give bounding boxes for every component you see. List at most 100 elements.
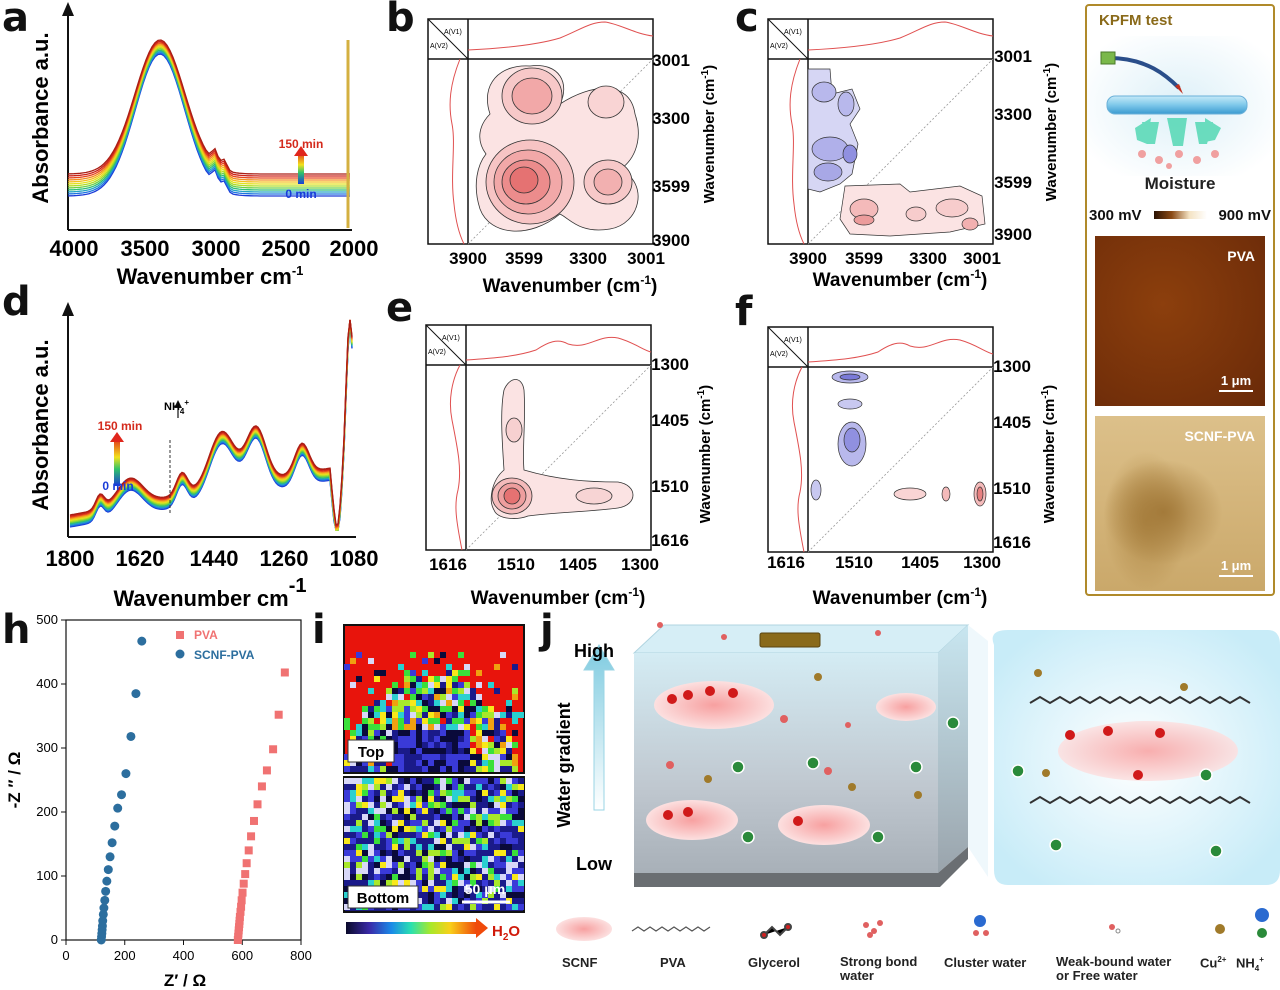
scnf-pva-point — [99, 903, 109, 913]
i-top-pixel — [398, 730, 404, 736]
i-bottom-pixel — [446, 778, 452, 784]
kpfm-image-pva-label: PVA — [1227, 248, 1255, 264]
kpfm-schematic — [1087, 36, 1273, 176]
i-bottom-pixel — [482, 814, 488, 820]
i-bottom-pixel — [368, 802, 374, 808]
i-top-pixel — [416, 736, 422, 742]
i-bottom-pixel — [404, 820, 410, 826]
i-bottom-pixel — [386, 814, 392, 820]
i-bottom-pixel — [398, 814, 404, 820]
zoom-negative-charges — [1065, 726, 1165, 780]
panel-f-xticks: 1616 1510 1405 1300 — [767, 553, 1001, 572]
i-bottom-pixel — [464, 838, 470, 844]
legend-marker-scnf — [175, 649, 185, 659]
i-top-pixel — [452, 754, 458, 760]
i-bottom-pixel — [410, 832, 416, 838]
i-top-pixel — [512, 754, 518, 760]
h-xtick-label: 600 — [231, 948, 253, 963]
i-top-pixel — [374, 718, 380, 724]
i-top-pixel — [446, 712, 452, 718]
i-top-pixel — [482, 724, 488, 730]
i-bottom-pixel — [440, 814, 446, 820]
i-bottom-pixel — [422, 850, 428, 856]
i-bottom-pixel — [464, 784, 470, 790]
i-bottom-pixel — [506, 820, 512, 826]
i-bottom-pixel — [482, 808, 488, 814]
i-bottom-pixel — [506, 802, 512, 808]
panel-d-xlabel: Wavenumber cm-1 — [113, 575, 306, 610]
i-top-pixel — [428, 700, 434, 706]
i-bottom-pixel — [458, 778, 464, 784]
i-top-pixel — [416, 712, 422, 718]
i-top-pixel — [482, 742, 488, 748]
pva-point — [253, 800, 262, 809]
b-ytick: 3599 — [652, 177, 690, 196]
i-bottom-pixel — [344, 892, 350, 898]
i-top-pixel — [368, 730, 374, 736]
i-top-pixel — [434, 658, 440, 664]
panel-i-h2o: H2O — [492, 923, 520, 942]
i-bottom-pixel — [422, 820, 428, 826]
i-top-pixel — [458, 730, 464, 736]
legend-pva: PVA — [660, 955, 686, 970]
i-bottom-pixel — [470, 784, 476, 790]
i-top-pixel — [374, 760, 380, 766]
i-top-pixel — [464, 766, 470, 772]
i-bottom-pixel — [452, 874, 458, 880]
b-ytick: 3300 — [652, 109, 690, 128]
i-bottom-pixel — [482, 892, 488, 898]
i-bottom-pixel — [494, 778, 500, 784]
i-bottom-pixel — [512, 790, 518, 796]
i-bottom-pixel — [350, 838, 356, 844]
i-bottom-pixel — [344, 802, 350, 808]
i-bottom-pixel — [464, 820, 470, 826]
i-bottom-pixel — [344, 826, 350, 832]
i-bottom-pixel — [452, 850, 458, 856]
i-top-pixel — [398, 742, 404, 748]
i-bottom-pixel — [506, 844, 512, 850]
i-top-pixel — [368, 712, 374, 718]
i-top-pixel — [458, 670, 464, 676]
i-bottom-pixel — [434, 814, 440, 820]
i-top-pixel — [422, 742, 428, 748]
i-bottom-pixel — [494, 850, 500, 856]
panel-a-time-bottom: 0 min — [285, 187, 316, 201]
cube-side — [938, 625, 968, 873]
i-top-pixel — [494, 688, 500, 694]
i-top-pixel — [428, 712, 434, 718]
zoom-pva-chains — [1029, 695, 1251, 805]
i-bottom-pixel — [470, 790, 476, 796]
water-molecules — [657, 622, 881, 775]
i-top-pixel — [476, 742, 482, 748]
i-bottom-pixel — [446, 844, 452, 850]
i-bottom-pixel — [416, 796, 422, 802]
i-top-pixel — [446, 748, 452, 754]
i-top-pixel — [428, 682, 434, 688]
i-bottom-pixel — [350, 802, 356, 808]
i-bottom-pixel — [398, 868, 404, 874]
i-top-pixel — [428, 718, 434, 724]
i-bottom-pixel — [380, 778, 386, 784]
i-bottom-pixel — [428, 844, 434, 850]
panel-h-nyquist: 0 200 400 600 800 0 100 200 300 400 500 PVA SCNF-P… — [5, 612, 312, 990]
i-bottom-pixel — [476, 808, 482, 814]
kpfm-scalebar: 1 μm — [1219, 373, 1253, 392]
i-bottom-pixel — [434, 868, 440, 874]
i-bottom-pixel — [422, 880, 428, 886]
i-top-pixel — [506, 706, 512, 712]
i-bottom-pixel — [500, 802, 506, 808]
i-top-pixel — [452, 736, 458, 742]
i-top-pixel — [476, 760, 482, 766]
i-bottom-pixel — [518, 820, 524, 826]
kpfm-scalebar: 1 μm — [1219, 558, 1253, 577]
i-bottom-pixel — [500, 820, 506, 826]
i-bottom-pixel — [344, 850, 350, 856]
scnf-pva-point — [101, 886, 111, 896]
i-bottom-pixel — [470, 904, 476, 910]
i-bottom-pixel — [452, 820, 458, 826]
i-top-pixel — [362, 766, 368, 772]
i-top-pixel — [470, 724, 476, 730]
i-top-pixel — [458, 694, 464, 700]
i-bottom-pixel — [434, 892, 440, 898]
i-bottom-pixel — [512, 796, 518, 802]
